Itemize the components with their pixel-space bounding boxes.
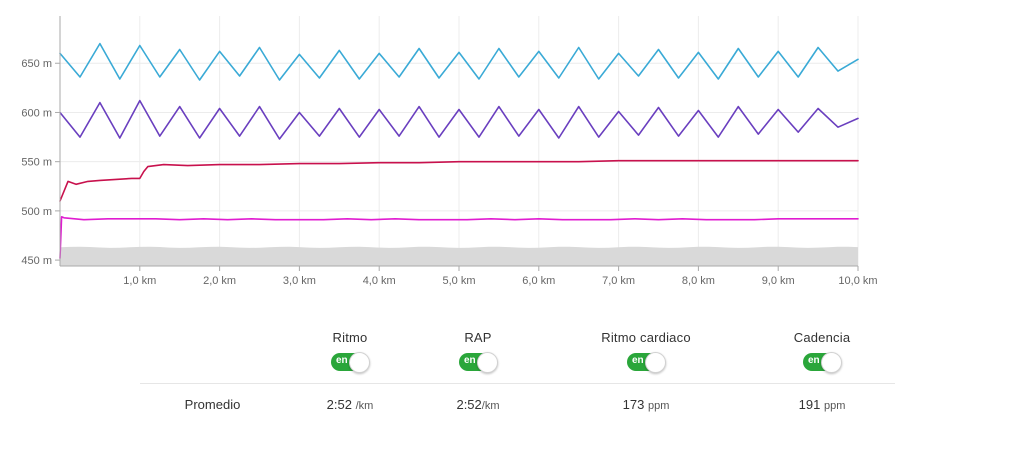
stat-title-ritmo-cardiaco: Ritmo cardiaco — [601, 330, 691, 345]
toggle-knob — [349, 352, 370, 373]
y-tick-label: 600 m — [21, 107, 52, 119]
y-tick-label: 650 m — [21, 58, 52, 70]
stat-title-ritmo: Ritmo — [332, 330, 368, 345]
ritmo-unit: /km — [355, 400, 374, 412]
toggle-label: en — [632, 355, 644, 366]
x-tick-label: 2,0 km — [203, 275, 236, 287]
rap-value: 2:52 — [456, 397, 482, 412]
stat-column-rap: RAP en — [408, 330, 548, 373]
series-line-4 — [59, 216, 859, 259]
x-axis-labels: 1,0 km 2,0 km 3,0 km 4,0 km 5,0 km 6,0 km 7,0 … — [123, 266, 878, 287]
stat-column-ritmo: Ritmo en — [280, 330, 420, 373]
cadencia-unit: ppm — [823, 400, 846, 412]
y-tick-label: 450 m — [21, 255, 52, 267]
x-tick-label: 3,0 km — [283, 275, 316, 287]
ritmo-toggle[interactable]: en — [331, 352, 370, 373]
toggle-label: en — [464, 355, 476, 366]
x-tick-label: 4,0 km — [363, 275, 396, 287]
ritmo-cardiaco-unit: ppm — [647, 400, 670, 412]
y-axis-labels: 650 m 600 m 550 m 500 m 450 m — [21, 58, 60, 267]
x-tick-label: 5,0 km — [442, 275, 475, 287]
x-tick-label: 8,0 km — [682, 275, 715, 287]
stat-column-cadencia: Cadencia en — [752, 330, 892, 373]
series-line-2 — [59, 99, 859, 140]
ritmo-cardiaco-toggle[interactable]: en — [627, 352, 666, 373]
x-tick-label: 6,0 km — [522, 275, 555, 287]
stat-title-rap: RAP — [464, 330, 492, 345]
line-chart: 650 m 600 m 550 m 500 m 450 m 1,0 km 2,0 km 3,… — [21, 16, 878, 287]
elevation-band — [60, 246, 858, 266]
rap-toggle[interactable]: en — [459, 352, 498, 373]
toggle-label: en — [336, 355, 348, 366]
stat-column-ritmo-cardiaco: Ritmo cardiaco en — [576, 330, 716, 373]
series-line-3 — [59, 159, 859, 202]
toggle-knob — [645, 352, 666, 373]
chart-series — [59, 42, 859, 259]
stat-title-cadencia: Cadencia — [793, 330, 851, 345]
cadencia-average: 191 ppm — [752, 397, 892, 412]
toggle-knob — [477, 352, 498, 373]
toggle-knob — [821, 352, 842, 373]
rap-unit: /km — [481, 400, 500, 412]
stats-divider — [140, 383, 895, 384]
row-label-promedio: Promedio — [184, 397, 241, 412]
x-tick-label: 7,0 km — [602, 275, 635, 287]
y-tick-label: 500 m — [21, 206, 52, 218]
cadencia-value: 191 — [798, 397, 821, 412]
series-line-1 — [59, 42, 859, 81]
ritmo-cardiaco-value: 173 — [622, 397, 645, 412]
y-tick-label: 550 m — [21, 157, 52, 169]
x-tick-label: 10,0 km — [838, 275, 877, 287]
cadencia-toggle[interactable]: en — [803, 352, 842, 373]
ritmo-average: 2:52 /km — [280, 397, 420, 412]
rap-average: 2:52/km — [408, 397, 548, 412]
toggle-label: en — [808, 355, 820, 366]
x-tick-label: 9,0 km — [762, 275, 795, 287]
ritmo-cardiaco-average: 173 ppm — [576, 397, 716, 412]
x-tick-label: 1,0 km — [123, 275, 156, 287]
ritmo-value: 2:52 — [326, 397, 352, 412]
